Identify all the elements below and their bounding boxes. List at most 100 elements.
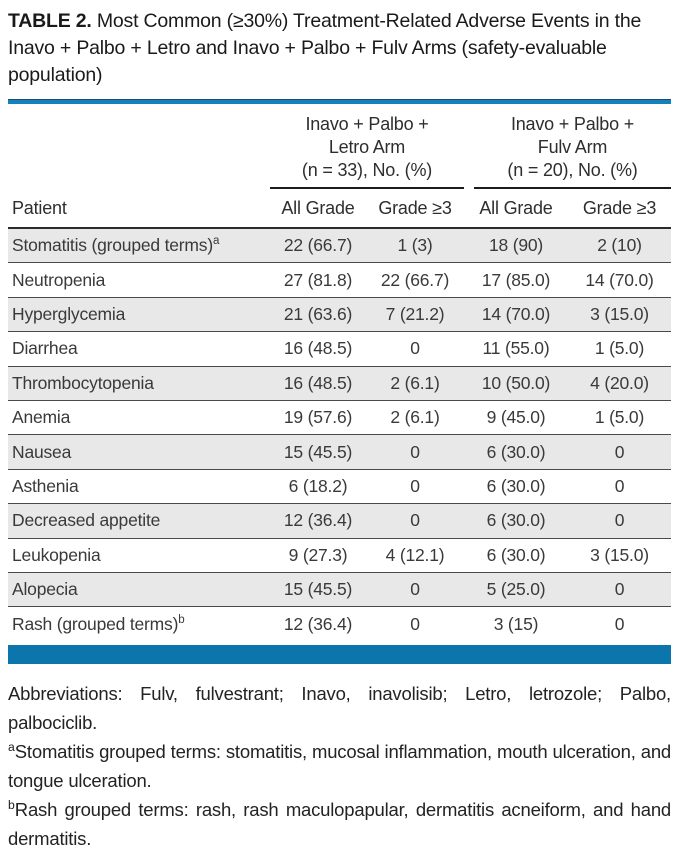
column-header-row: Patient All Grade Grade ≥3 All Grade Gra…: [8, 189, 671, 227]
table-row: Asthenia 6 (18.2) 0 6 (30.0) 0: [8, 470, 671, 505]
row-label: Diarrhea: [12, 338, 78, 359]
column-group-line: Letro Arm: [328, 137, 406, 157]
cell-value: 17 (85.0): [481, 269, 551, 290]
footnotes: Abbreviations: Fulv, fulvestrant; Inavo,…: [8, 679, 671, 853]
column-header-allgrade-letro: All Grade: [281, 197, 355, 218]
row-label: Leukopenia: [12, 544, 101, 565]
top-rule: [8, 99, 671, 104]
cell-value: 6 (30.0): [486, 544, 546, 565]
table-row: Hyperglycemia 21 (63.6) 7 (21.2) 14 (70.0) 3…: [8, 297, 671, 333]
cell-value: 0: [410, 510, 420, 531]
cell-value: 27 (81.8): [283, 269, 353, 290]
cell-value: 2 (6.1): [390, 372, 440, 393]
row-label: Alopecia: [12, 579, 78, 600]
row-label: Nausea: [12, 441, 72, 462]
table-row: Neutropenia 27 (81.8) 22 (66.7) 17 (85.0) 14…: [8, 263, 671, 298]
cell-value: 0: [410, 579, 420, 600]
cell-value: 16 (48.5): [283, 338, 353, 359]
cell-value: 18 (90): [488, 235, 544, 256]
row-label: Hyperglycemia: [12, 303, 126, 324]
table-row: Stomatitis (grouped terms)a 22 (66.7) 1 (3…: [8, 229, 671, 264]
cell-value: 4 (20.0): [590, 372, 649, 393]
cell-value: 0: [410, 613, 420, 634]
column-group-line: Fulv Arm: [537, 137, 608, 157]
cell-value: 9 (27.3): [288, 544, 348, 565]
row-label: Anemia: [12, 407, 71, 428]
cell-value: 10 (50.0): [481, 372, 551, 393]
cell-value: 2 (10): [597, 235, 642, 256]
column-group-line: Inavo + Palbo +: [510, 114, 635, 134]
table-number: TABLE 2.: [8, 10, 92, 32]
cell-value: 0: [410, 441, 420, 462]
cell-value: 0: [614, 441, 625, 462]
cell-value: 6 (30.0): [486, 475, 546, 496]
cell-value: 1 (3): [397, 235, 433, 256]
cell-value: 7 (21.2): [385, 303, 445, 324]
table-caption: Most Common (≥30%) Treatment-Related Adv…: [8, 10, 642, 86]
row-label: Stomatitis (grouped terms)a: [12, 235, 220, 256]
table-title: TABLE 2. Most Common (≥30%) Treatment-Re…: [8, 8, 671, 89]
footnote-marker: b: [178, 614, 185, 627]
cell-value: 0: [614, 613, 625, 634]
cell-value: 4 (12.1): [385, 544, 445, 565]
table-row: Alopecia 15 (45.5) 0 5 (25.0) 0: [8, 572, 671, 608]
table-row: Anemia 19 (57.6) 2 (6.1) 9 (45.0) 1 (5.0): [8, 401, 671, 436]
cell-value: 22 (66.7): [380, 269, 450, 290]
cell-value: 16 (48.5): [283, 372, 353, 393]
cell-value: 1 (5.0): [594, 338, 645, 359]
table-row: Thrombocytopenia 16 (48.5) 2 (6.1) 10 (50.0…: [8, 366, 671, 401]
footnote-marker: a: [212, 235, 220, 248]
cell-value: 6 (18.2): [288, 475, 348, 496]
cell-value: 1 (5.0): [594, 407, 645, 428]
footnote-marker: a: [8, 739, 15, 754]
cell-value: 15 (45.5): [283, 441, 353, 462]
cell-value: 22 (66.7): [283, 235, 353, 256]
row-label: Decreased appetite: [12, 510, 161, 531]
cell-value: 3 (15): [493, 613, 539, 634]
cell-value: 19 (57.6): [283, 407, 353, 428]
cell-value: 14 (70.0): [481, 303, 551, 324]
cell-value: 3 (15.0): [590, 303, 649, 324]
cell-value: 2 (6.1): [390, 407, 440, 428]
footnote: Abbreviations: Fulv, fulvestrant; Inavo,…: [8, 682, 671, 733]
cell-value: 3 (15.0): [590, 544, 649, 565]
table-body: Stomatitis (grouped terms)a 22 (66.7) 1 (3…: [8, 229, 671, 642]
row-label: Neutropenia: [12, 269, 106, 290]
table-row: Decreased appetite 12 (36.4) 0 6 (30.0) 0: [8, 504, 671, 539]
table-row: Rash (grouped terms)b 12 (36.4) 0 3 (15) 0: [8, 607, 671, 641]
column-group-line: (n = 33), No. (%): [301, 160, 433, 180]
cell-value: 5 (25.0): [486, 579, 546, 600]
cell-value: 11 (55.0): [482, 338, 550, 359]
table-header: Inavo + Palbo + Letro Arm (n = 33), No. …: [8, 113, 671, 229]
cell-value: 21 (63.6): [283, 303, 353, 324]
column-group-line: Inavo + Palbo +: [305, 114, 429, 134]
cell-value: 12 (36.4): [283, 510, 353, 531]
row-label: Asthenia: [12, 475, 79, 496]
column-header-patient: Patient: [12, 197, 67, 218]
cell-value: 9 (45.0): [486, 407, 546, 428]
column-header-grade3-fulv: Grade ≥3: [582, 197, 657, 218]
column-header-grade3-letro: Grade ≥3: [378, 197, 452, 218]
footnote: aStomatitis grouped terms: stomatitis, m…: [8, 739, 671, 791]
table-row: Diarrhea 16 (48.5) 0 11 (55.0) 1 (5.0): [8, 332, 671, 367]
cell-value: 12 (36.4): [283, 613, 353, 634]
cell-value: 0: [614, 579, 625, 600]
cell-value: 0: [410, 475, 420, 496]
table-row: Nausea 15 (45.5) 0 6 (30.0) 0: [8, 435, 671, 470]
cell-value: 14 (70.0): [585, 269, 654, 290]
table-row: Leukopenia 9 (27.3) 4 (12.1) 6 (30.0) 3 (15.…: [8, 539, 671, 573]
bottom-bar: [8, 644, 671, 664]
column-group-letro: Inavo + Palbo + Letro Arm (n = 33), No. …: [270, 113, 464, 189]
row-label: Rash (grouped terms)b: [12, 613, 185, 634]
cell-value: 6 (30.0): [486, 441, 546, 462]
row-label: Thrombocytopenia: [12, 372, 154, 393]
footnote: bRash grouped terms: rash, rash maculopa…: [8, 797, 671, 849]
column-group-fulv: Inavo + Palbo + Fulv Arm (n = 20), No. (…: [474, 113, 671, 189]
column-group-line: (n = 20), No. (%): [507, 160, 638, 180]
cell-value: 15 (45.5): [283, 579, 353, 600]
column-group-row: Inavo + Palbo + Letro Arm (n = 33), No. …: [8, 113, 671, 189]
cell-value: 0: [614, 510, 625, 531]
cell-value: 6 (30.0): [486, 510, 546, 531]
cell-value: 0: [410, 338, 420, 359]
